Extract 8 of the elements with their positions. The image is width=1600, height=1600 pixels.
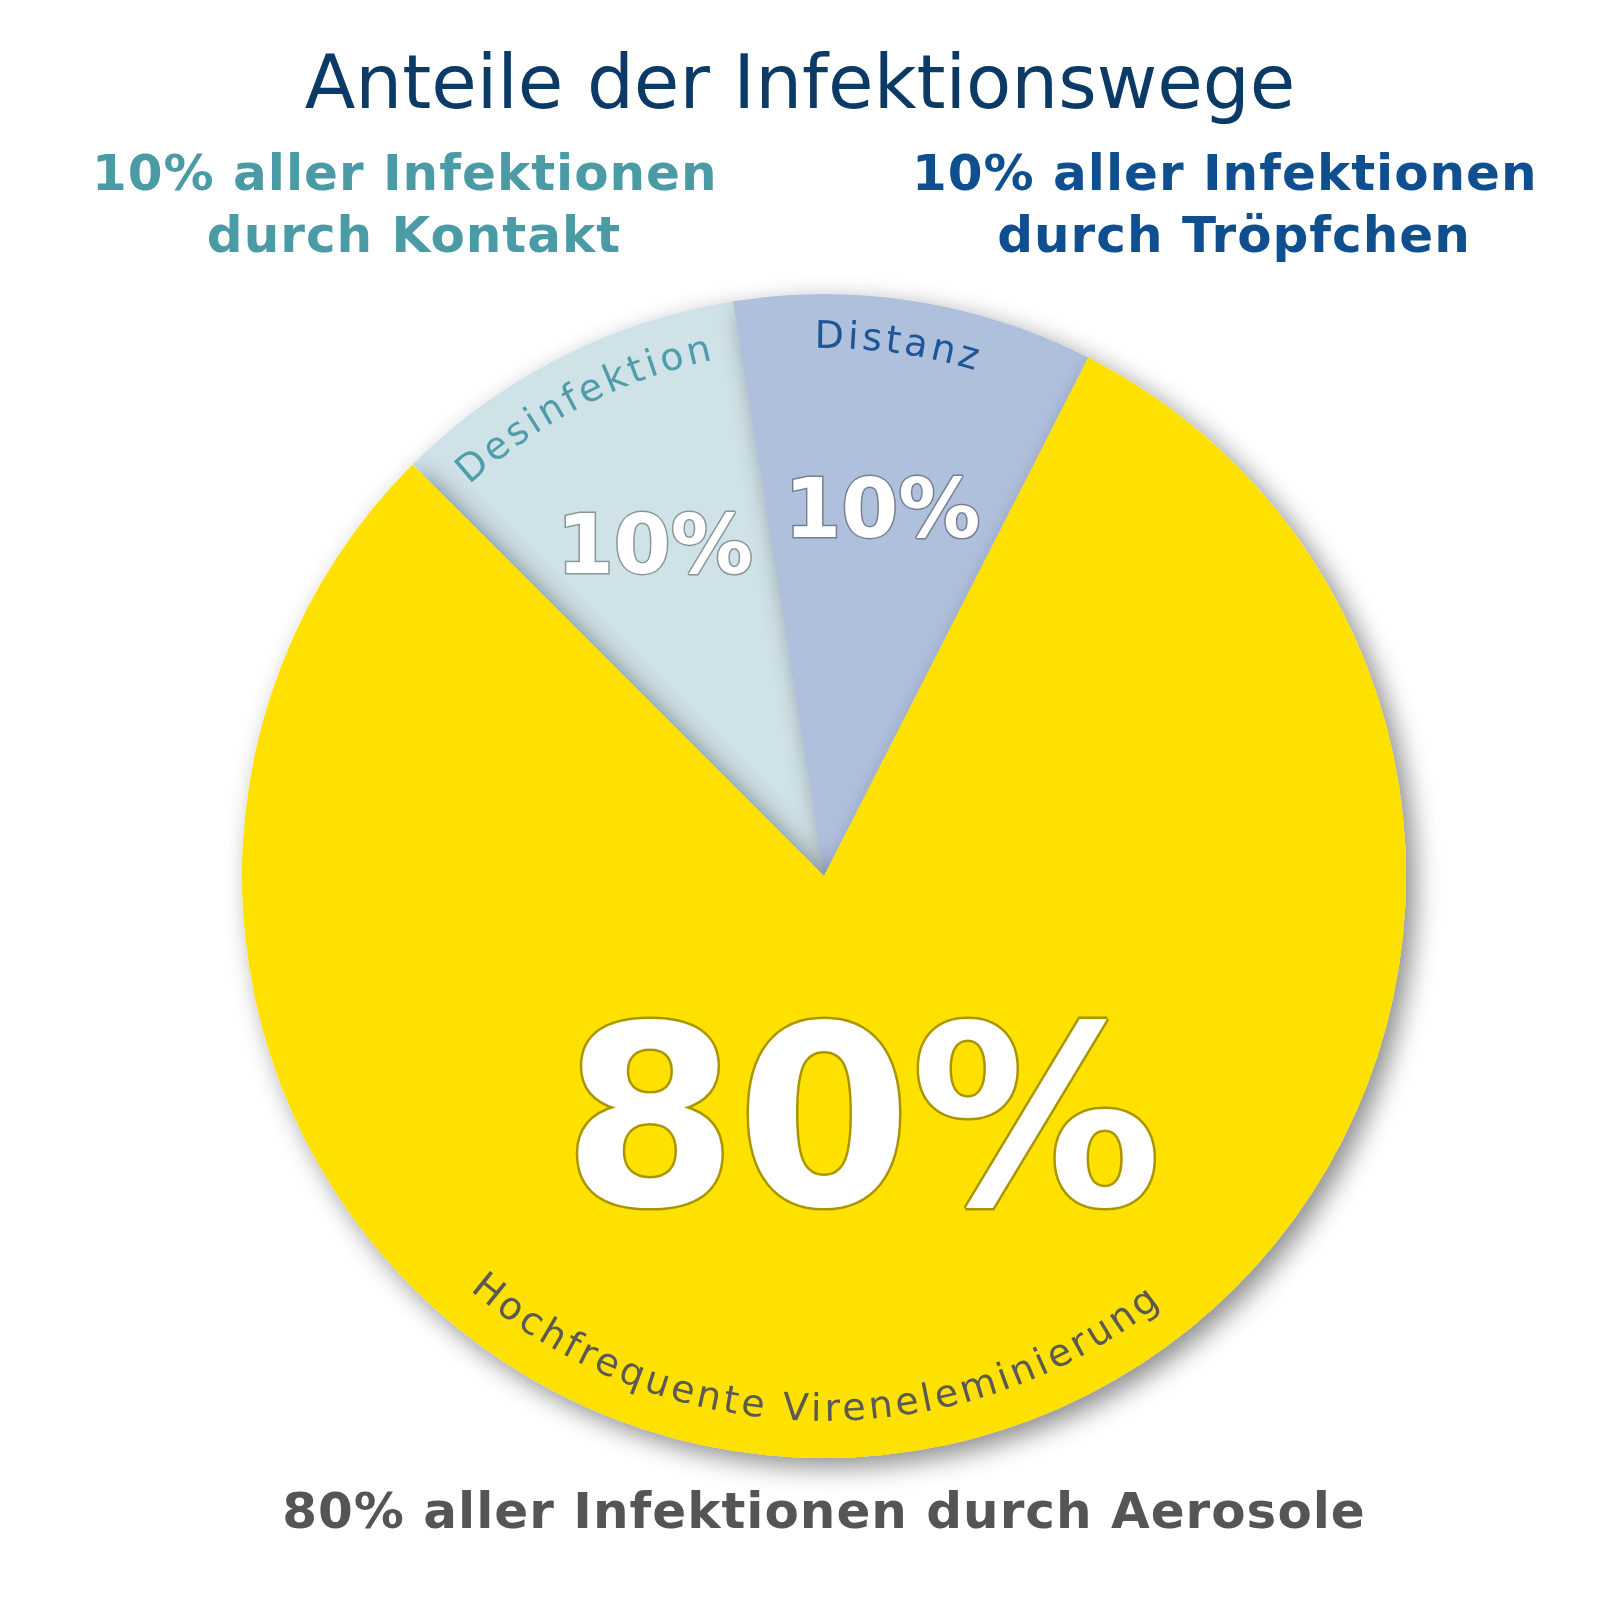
data-label: 10% xyxy=(784,460,981,556)
data-label: 10% xyxy=(556,496,754,592)
text: 10% aller Infektionen durch Kontakt xyxy=(91,144,718,264)
text: 80% aller Infektionen durch Aerosole xyxy=(282,1482,1366,1540)
chart-title: Anteile der Infektionswege xyxy=(304,39,1296,125)
data-label: 80% xyxy=(563,971,1162,1263)
slice-label: Distanz xyxy=(814,312,989,380)
text: 10% aller Infektionen durch Tröpfchen xyxy=(911,144,1538,264)
